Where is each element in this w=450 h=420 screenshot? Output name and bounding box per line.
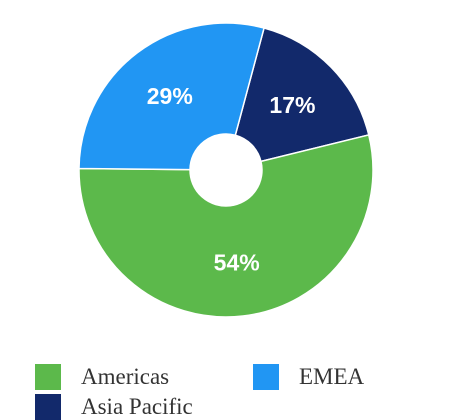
- donut-slice-americas: [78, 134, 374, 318]
- slice-label-americas: 54%: [214, 249, 260, 275]
- donut-slice-emea: [78, 22, 265, 171]
- chart-legend: Americas EMEA Asia Pacific: [0, 362, 450, 420]
- legend-item-asia-pacific: Asia Pacific: [35, 394, 193, 420]
- legend-swatch-asia-pacific: [35, 394, 61, 420]
- slice-label-asia-pacific: 17%: [269, 92, 315, 118]
- legend-swatch-emea: [253, 364, 279, 390]
- legend-label-emea: EMEA: [299, 364, 365, 389]
- legend-label-americas: Americas: [81, 364, 170, 389]
- legend-label-asia-pacific: Asia Pacific: [81, 394, 193, 419]
- legend-item-emea: EMEA: [253, 364, 364, 390]
- legend-item-americas: Americas: [35, 364, 169, 390]
- donut-chart: 17% 54% 29%: [78, 22, 374, 318]
- donut-slice-asia-pacific: [234, 27, 370, 163]
- legend-swatch-americas: [35, 364, 61, 390]
- slice-label-emea: 29%: [147, 83, 193, 109]
- donut-chart-svg: 17% 54% 29%: [78, 22, 374, 318]
